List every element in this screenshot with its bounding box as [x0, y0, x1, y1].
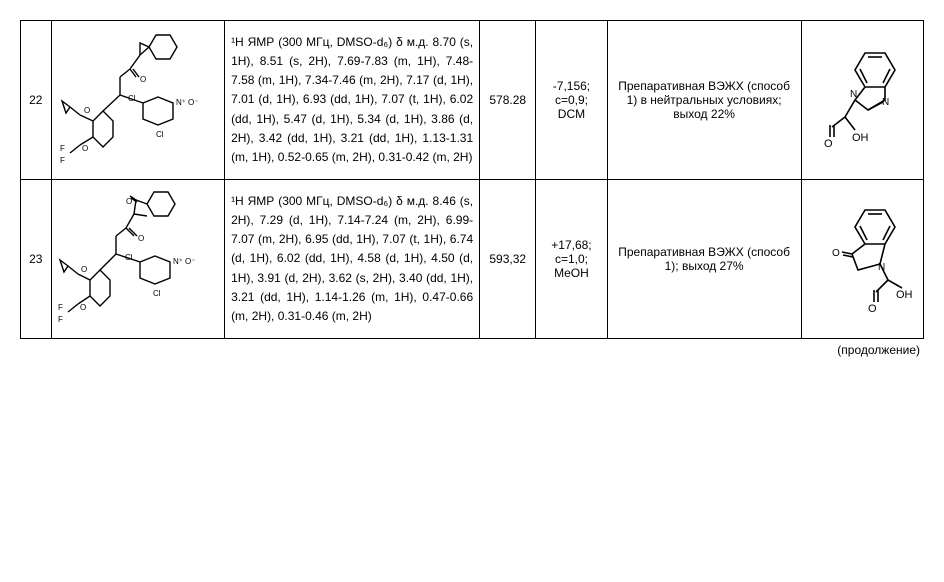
mass-cell: 593,32	[480, 180, 536, 339]
svg-text:F: F	[60, 156, 65, 165]
svg-text:F: F	[58, 303, 63, 312]
rotation-cell: +17,68; c=1,0; MeOH	[536, 180, 607, 339]
svg-text:O: O	[868, 303, 877, 315]
structure-icon: O O	[58, 184, 218, 334]
prep-cell: Препаративная ВЭЖХ (способ 1) в нейтраль…	[607, 21, 801, 180]
svg-text:F: F	[60, 144, 65, 153]
nmr-cell: ¹Н ЯМР (300 МГц, DMSO-d₆) δ м.д. 8.46 (s…	[225, 180, 480, 339]
structure-icon: O Cl Cl N⁺ O⁻	[58, 25, 218, 175]
row-index: 22	[21, 21, 52, 180]
svg-text:N⁺: N⁺	[173, 257, 183, 266]
svg-text:Cl: Cl	[125, 253, 133, 262]
svg-text:O: O	[80, 303, 86, 312]
fragment-cell: N N O OH	[801, 21, 923, 180]
structure-cell: O Cl Cl N⁺ O⁻	[51, 21, 224, 180]
fragment-icon: N O O OH	[810, 202, 915, 317]
svg-text:O⁻: O⁻	[188, 98, 198, 107]
fragment-cell: N O O OH	[801, 180, 923, 339]
svg-text:O: O	[82, 144, 88, 153]
svg-text:Cl: Cl	[153, 289, 161, 298]
svg-text:N: N	[850, 89, 857, 100]
svg-text:F: F	[58, 315, 63, 324]
fragment-icon: N N O OH	[810, 45, 915, 155]
svg-text:Cl: Cl	[128, 94, 136, 103]
svg-text:Cl: Cl	[156, 130, 164, 139]
svg-text:OH: OH	[896, 289, 913, 301]
svg-text:O: O	[81, 265, 87, 274]
mass-cell: 578.28	[480, 21, 536, 180]
row-index: 23	[21, 180, 52, 339]
svg-text:O⁻: O⁻	[185, 257, 195, 266]
svg-text:O: O	[832, 248, 840, 259]
svg-text:OH: OH	[852, 132, 869, 144]
nmr-cell: ¹Н ЯМР (300 МГц, DMSO-d₆) δ м.д. 8.70 (s…	[225, 21, 480, 180]
compound-table: 22 O	[20, 20, 924, 339]
prep-cell: Препаративная ВЭЖХ (способ 1); выход 27%	[607, 180, 801, 339]
svg-text:O: O	[138, 234, 144, 243]
svg-text:O: O	[824, 138, 833, 150]
svg-text:O: O	[140, 75, 146, 84]
table-row: 22 O	[21, 21, 924, 180]
rotation-cell: -7,156; c=0,9; DCM	[536, 21, 607, 180]
svg-text:N⁺: N⁺	[176, 98, 186, 107]
structure-cell: O O	[51, 180, 224, 339]
svg-text:O: O	[84, 106, 90, 115]
continuation-label: (продолжение)	[20, 343, 924, 357]
table-row: 23 O	[21, 180, 924, 339]
